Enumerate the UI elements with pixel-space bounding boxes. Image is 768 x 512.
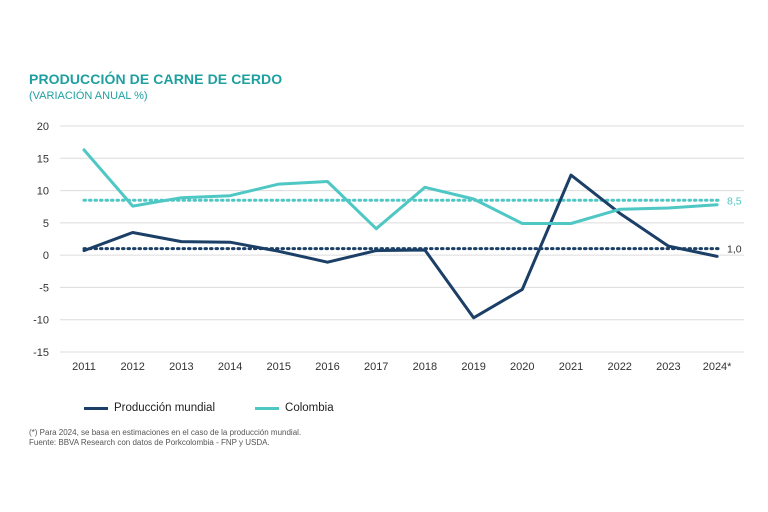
x-tick-label: 2023: [656, 361, 680, 373]
x-tick-label: 2015: [267, 361, 291, 373]
x-tick-label: 2012: [120, 361, 144, 373]
x-tick-label: 2022: [607, 361, 631, 373]
x-tick-label: 2017: [364, 361, 388, 373]
y-tick-label: 10: [37, 186, 49, 198]
y-tick-label: -15: [33, 347, 49, 359]
x-tick-label: 2019: [461, 361, 485, 373]
footnote: (*) Para 2024, se basa en estimaciones e…: [29, 428, 302, 437]
series-line-produccion-mundial: [82, 173, 719, 320]
legend-label-produccion-mundial: Producción mundial: [114, 402, 216, 414]
legend-swatch-colombia: [255, 406, 280, 410]
reference-line-label-1: 1,0: [727, 244, 742, 256]
x-tick-label: 2016: [315, 361, 339, 373]
legend-item-colombia: Colombia: [255, 402, 334, 414]
x-tick-label: 2014: [218, 361, 242, 373]
y-tick-label: 0: [43, 250, 49, 262]
y-tick-label: -5: [39, 282, 49, 294]
chart-title: PRODUCCIÓN DE CARNE DE CERDO: [29, 71, 283, 87]
y-tick-label: 5: [43, 218, 49, 230]
y-tick-label: 15: [37, 153, 49, 165]
series-line-colombia: [82, 148, 719, 231]
chart-subtitle: (VARIACIÓN ANUAL %): [29, 90, 148, 102]
x-tick-label: 2013: [169, 361, 193, 373]
reference-line-label-0: 8,5: [727, 195, 742, 207]
x-tick-label: 2011: [72, 361, 96, 373]
legend: Producción mundial Colombia: [84, 402, 334, 414]
source-note: Fuente: BBVA Research con datos de Porkc…: [29, 438, 270, 447]
x-tick-label: 2021: [559, 361, 583, 373]
y-tick-label: -10: [33, 315, 49, 327]
y-tick-label: 20: [37, 121, 49, 133]
x-tick-label: 2018: [413, 361, 437, 373]
x-tick-label: 2024*: [703, 361, 732, 373]
legend-label-colombia: Colombia: [285, 402, 334, 414]
legend-item-produccion-mundial: Producción mundial: [84, 402, 215, 414]
x-tick-label: 2020: [510, 361, 534, 373]
legend-swatch-produccion-mundial: [84, 406, 108, 410]
